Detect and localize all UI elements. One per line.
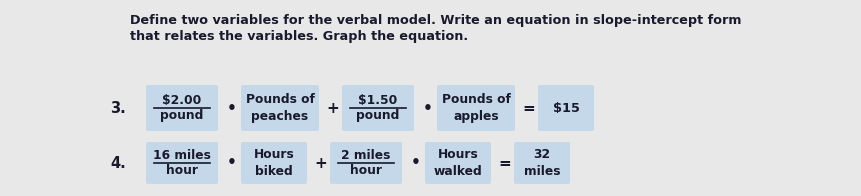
Text: that relates the variables. Graph the equation.: that relates the variables. Graph the eq…	[130, 30, 468, 43]
Text: 16 miles: 16 miles	[153, 149, 211, 162]
Text: $2.00: $2.00	[162, 94, 201, 107]
Text: pound: pound	[160, 109, 203, 122]
Text: Hours: Hours	[253, 148, 294, 161]
Text: •: •	[226, 155, 237, 171]
Text: Hours: Hours	[437, 148, 478, 161]
FancyBboxPatch shape	[513, 142, 569, 184]
FancyBboxPatch shape	[437, 85, 514, 131]
FancyBboxPatch shape	[330, 142, 401, 184]
Text: =: =	[522, 101, 535, 115]
FancyBboxPatch shape	[342, 85, 413, 131]
Text: Pounds of: Pounds of	[441, 93, 510, 106]
Text: Define two variables for the verbal model. Write an equation in slope-intercept : Define two variables for the verbal mode…	[130, 14, 740, 27]
Text: •: •	[423, 101, 432, 115]
FancyBboxPatch shape	[146, 142, 218, 184]
Text: 32: 32	[533, 148, 550, 161]
FancyBboxPatch shape	[241, 142, 307, 184]
Text: $1.50: $1.50	[358, 94, 397, 107]
Text: hour: hour	[350, 164, 381, 177]
Text: •: •	[226, 101, 237, 115]
Text: biked: biked	[255, 165, 293, 178]
Text: miles: miles	[523, 165, 560, 178]
Text: +: +	[314, 155, 327, 171]
Text: pound: pound	[356, 109, 400, 122]
Text: •: •	[411, 155, 420, 171]
FancyBboxPatch shape	[146, 85, 218, 131]
Text: Pounds of: Pounds of	[245, 93, 314, 106]
Text: 3.: 3.	[110, 101, 126, 115]
Text: walked: walked	[433, 165, 482, 178]
Text: 4.: 4.	[110, 155, 126, 171]
Text: hour: hour	[166, 164, 198, 177]
Text: $15: $15	[552, 102, 579, 114]
Text: 2 miles: 2 miles	[341, 149, 390, 162]
FancyBboxPatch shape	[537, 85, 593, 131]
Text: =: =	[498, 155, 511, 171]
FancyBboxPatch shape	[241, 85, 319, 131]
Text: peaches: peaches	[251, 110, 308, 123]
FancyBboxPatch shape	[424, 142, 491, 184]
Text: apples: apples	[453, 110, 499, 123]
Text: +: +	[326, 101, 339, 115]
